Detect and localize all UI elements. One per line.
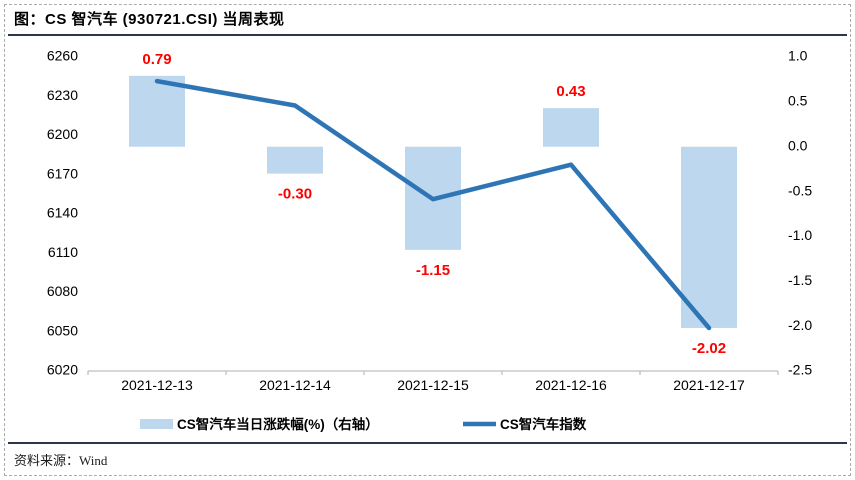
bar-value-label: -2.02 [692, 340, 726, 357]
left-axis-tick-label: 6200 [47, 126, 78, 142]
bar-daily-change [543, 108, 599, 147]
right-axis-tick-label: -1.0 [788, 227, 812, 243]
bar-value-label: -1.15 [416, 262, 450, 279]
x-axis-category-label: 2021-12-13 [121, 377, 193, 393]
bar-value-label: 0.43 [556, 83, 585, 100]
bar-daily-change [681, 146, 737, 328]
right-axis-tick-label: 1.0 [788, 48, 808, 64]
left-axis-tick-label: 6050 [47, 322, 78, 338]
bar-value-label: 0.79 [142, 51, 171, 68]
legend-bar-label: CS智汽车当日涨跌幅(%)（右轴） [177, 416, 379, 432]
right-axis-tick-label: -0.5 [788, 182, 812, 198]
footer-separator-line [8, 442, 847, 444]
left-axis-tick-label: 6080 [47, 283, 78, 299]
left-axis-tick-label: 6020 [47, 362, 78, 378]
bar-daily-change [267, 146, 323, 174]
bar-daily-change [129, 75, 185, 147]
left-axis-tick-label: 6170 [47, 165, 78, 181]
right-axis-tick-label: 0.0 [788, 137, 808, 153]
left-axis-tick-label: 6230 [47, 87, 78, 103]
x-axis-category-label: 2021-12-15 [397, 377, 469, 393]
right-axis-tick-label: -2.5 [788, 362, 812, 378]
bar-value-label: -0.30 [278, 186, 312, 203]
right-axis-tick-label: 0.5 [788, 93, 808, 109]
legend-line-label: CS智汽车指数 [500, 416, 587, 432]
index-line-series [154, 78, 712, 331]
figure-title: 图：CS 智汽车 (930721.CSI) 当周表现 [14, 11, 285, 28]
source-note: 资料来源：Wind [14, 453, 108, 468]
title-separator-line [8, 34, 847, 36]
x-axis-category-label: 2021-12-16 [535, 377, 607, 393]
left-axis-tick-label: 6140 [47, 205, 78, 221]
x-axis-category-label: 2021-12-17 [673, 377, 745, 393]
x-axis-category-label: 2021-12-14 [259, 377, 331, 393]
right-axis-tick-label: -1.5 [788, 272, 812, 288]
legend-bar-swatch [140, 419, 173, 429]
left-axis-tick-label: 6260 [47, 48, 78, 64]
left-axis-tick-label: 6110 [48, 244, 78, 260]
right-axis-tick-label: -2.0 [788, 317, 812, 333]
